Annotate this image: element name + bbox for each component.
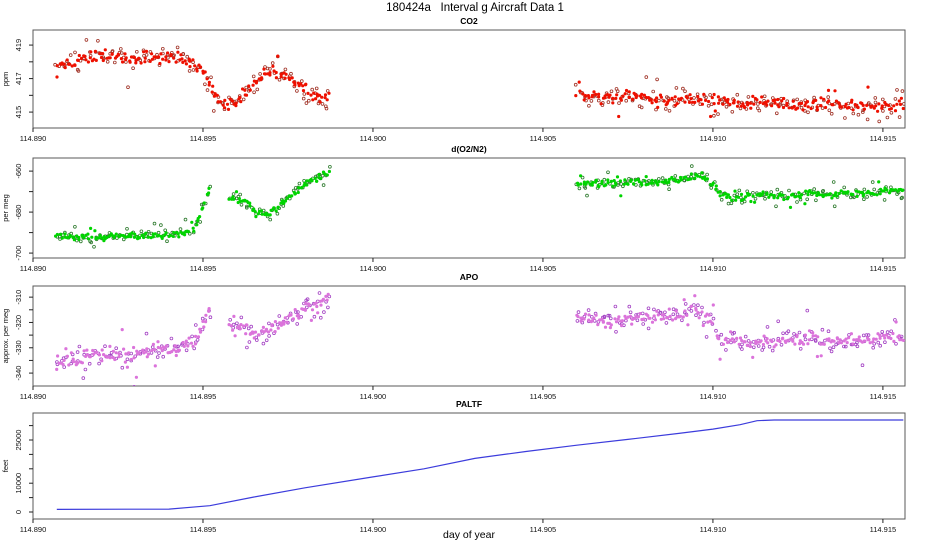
y-tick-label: 10000: [14, 473, 23, 494]
scatter-points-filled: [227, 292, 330, 340]
x-tick-label: 114.900: [360, 134, 387, 143]
x-tick-label: 114.895: [190, 134, 217, 143]
y-axis-title: feet: [1, 459, 10, 472]
x-tick-label: 114.895: [190, 264, 217, 273]
x-tick-label: 114.905: [530, 392, 557, 401]
y-axis-title: per meg: [1, 194, 10, 222]
x-axis-label: day of year: [443, 529, 495, 541]
panel-title-d-o2-n2: d(O2/N2): [451, 144, 487, 154]
scatter-points-filled: [55, 307, 211, 379]
y-tick-label: -680: [14, 205, 23, 220]
panel-apo: 114.890 114.895 114.900 114.905 114.910 114.9…: [1, 285, 906, 401]
x-tick-label: 114.890: [20, 525, 47, 534]
scatter-points-open: [228, 291, 332, 350]
y-axis-title: ppm: [1, 72, 10, 87]
scatter-points-filled: [227, 169, 331, 219]
y-axis-title: approx. per meg: [1, 309, 10, 364]
scatter-points-open: [575, 302, 904, 368]
scatter-points-open: [573, 75, 905, 124]
x-tick-label: 114.905: [530, 264, 557, 273]
scatter-points-filled: [54, 186, 211, 243]
x-tick-label: 114.895: [190, 525, 217, 534]
y-tick-label: -700: [14, 246, 23, 261]
panel-box: [32, 412, 906, 520]
x-tick-label: 114.900: [360, 264, 387, 273]
panel-box: [32, 285, 906, 387]
x-tick-label: 114.910: [700, 134, 727, 143]
x-tick-label: 114.910: [700, 264, 727, 273]
x-tick-label: 114.915: [870, 392, 897, 401]
panel-data: [54, 164, 905, 249]
altitude-line: [56, 419, 904, 510]
scatter-points-filled: [55, 48, 331, 111]
y-tick-label: -330: [14, 340, 23, 355]
y-tick-label: 419: [14, 39, 23, 52]
y-tick-label: 25000: [14, 430, 23, 451]
panel-title-paltf: PALTF: [455, 399, 483, 409]
x-tick-label: 114.915: [870, 525, 897, 534]
panel-data: [55, 291, 905, 386]
x-tick-label: 114.915: [870, 264, 897, 273]
x-tick-label: 114.910: [700, 525, 727, 534]
x-tick-label: 114.905: [530, 134, 557, 143]
scatter-points-filled: [574, 80, 905, 119]
x-tick-label: 114.915: [870, 134, 897, 143]
panel-title-apo: APO: [459, 272, 479, 282]
y-tick-label: 415: [14, 106, 23, 119]
panel-title-co2: CO2: [460, 16, 478, 26]
x-tick-label: 114.910: [700, 392, 727, 401]
x-tick-label: 114.890: [20, 264, 47, 273]
panel-box: [32, 157, 906, 259]
scatter-points-filled: [576, 171, 905, 209]
x-tick-label: 114.905: [530, 525, 557, 534]
x-tick-label: 114.890: [20, 392, 47, 401]
y-tick-label: -340: [14, 366, 23, 381]
x-tick-label: 114.890: [20, 134, 47, 143]
panel-data: [56, 419, 904, 510]
y-tick-label: 417: [14, 72, 23, 85]
panel-data: [53, 38, 905, 124]
panel-paltf: 114.890 114.895 114.900 114.905 114.910 114.9…: [1, 412, 906, 534]
y-tick-label: 0: [14, 510, 23, 514]
panel-co2: 114.890 114.895 114.900 114.905 114.910 114.9…: [1, 29, 906, 143]
x-tick-label: 114.900: [360, 525, 387, 534]
scatter-points-open: [574, 164, 904, 209]
scatter-points-filled: [575, 294, 905, 361]
panel-d-o2-n2-: 114.890 114.895 114.900 114.905 114.910 114.9…: [1, 157, 906, 273]
x-tick-label: 114.900: [360, 392, 387, 401]
scatter-points-open: [228, 165, 332, 222]
x-tick-label: 114.895: [190, 392, 217, 401]
panel-box: [32, 29, 906, 129]
chart-title: 180424a Interval g Aircraft Data 1: [386, 2, 564, 14]
y-tick-label: -310: [14, 290, 23, 305]
scatter-points-open: [53, 38, 330, 113]
y-tick-label: -660: [14, 164, 23, 179]
y-tick-label: -320: [14, 315, 23, 330]
